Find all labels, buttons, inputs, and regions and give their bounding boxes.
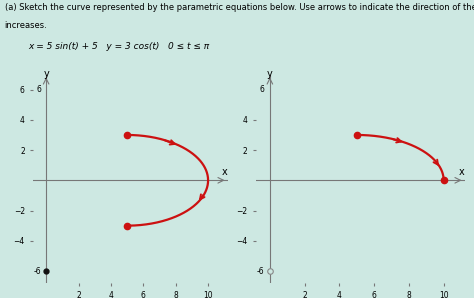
Text: y: y — [267, 69, 273, 79]
Text: (a) Sketch the curve represented by the parametric equations below. Use arrows t: (a) Sketch the curve represented by the … — [5, 3, 474, 12]
Text: x: x — [459, 167, 465, 176]
Text: y: y — [43, 69, 49, 79]
Text: -6: -6 — [257, 266, 264, 276]
Text: 6: 6 — [260, 85, 264, 94]
Text: increases.: increases. — [5, 21, 47, 30]
Text: x = 5 sin(t) + 5   y = 3 cos(t)   0 ≤ t ≤ π: x = 5 sin(t) + 5 y = 3 cos(t) 0 ≤ t ≤ π — [28, 42, 210, 51]
Text: -6: -6 — [34, 266, 41, 276]
Text: x: x — [222, 167, 228, 176]
Text: 6: 6 — [36, 85, 41, 94]
